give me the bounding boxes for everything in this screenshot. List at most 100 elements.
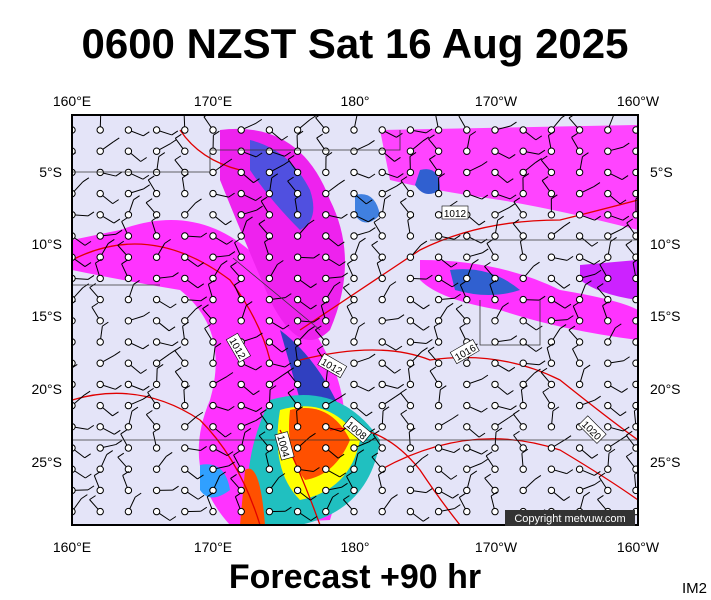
station: [96, 189, 104, 198]
wind-barb-feather: [284, 151, 291, 157]
station: [96, 465, 104, 473]
station: [575, 126, 584, 134]
station: [406, 189, 415, 198]
station: [322, 507, 330, 516]
wind-barb-feather: [622, 142, 630, 148]
station: [237, 444, 245, 452]
station: [632, 423, 638, 431]
wind-barb-feather: [133, 280, 140, 285]
wind-barb-feather: [632, 258, 638, 264]
isobar-label-box: [449, 339, 480, 365]
wind-barb-feather: [228, 251, 236, 256]
station: [463, 401, 471, 410]
station: [378, 359, 386, 367]
station: [293, 211, 302, 219]
wind-barb-feather: [538, 360, 546, 366]
station: [575, 338, 584, 346]
station: [604, 465, 612, 473]
station: [406, 423, 415, 431]
station: [293, 444, 302, 452]
wind-barb-feather: [481, 407, 488, 413]
wind-barb-feather: [121, 259, 128, 265]
station: [322, 126, 330, 134]
station: [209, 295, 217, 304]
station: [181, 232, 189, 240]
station: [463, 253, 471, 261]
wind-barb-feather: [490, 491, 498, 497]
station: [265, 168, 274, 177]
wind-barb-feather: [200, 232, 208, 238]
station: [293, 423, 302, 431]
wind-barb-feather: [395, 345, 403, 351]
wind-barb-feather: [451, 282, 459, 288]
station: [124, 253, 133, 261]
wind-barb-feather: [521, 385, 528, 391]
wind-barb-feather: [230, 474, 237, 479]
wind-barb-feather: [453, 234, 461, 240]
wind-barb-feather: [365, 411, 373, 417]
station: [322, 147, 330, 155]
wind-barb-feather: [63, 346, 69, 350]
wind-barb-feather: [563, 496, 571, 501]
station: [519, 338, 527, 346]
wind-barb-feather: [313, 317, 320, 323]
wind-barb-feather: [283, 160, 290, 166]
station: [237, 147, 245, 155]
station: [378, 211, 386, 219]
station: [124, 486, 133, 495]
wind-barb-feather: [321, 301, 328, 306]
station: [209, 147, 217, 155]
station: [152, 295, 161, 304]
wind-barb-feather: [287, 155, 295, 160]
wind-barb-feather: [622, 426, 630, 432]
station: [575, 274, 584, 283]
wind-barb-feather: [489, 280, 497, 285]
wind-barb-feather: [368, 386, 375, 392]
station: [519, 359, 527, 367]
wind-barb-feather: [423, 325, 430, 331]
lon-label-top: 180°: [341, 93, 370, 109]
station: [322, 380, 330, 389]
wind-barb-feather: [102, 321, 109, 327]
station: [378, 317, 386, 325]
station: [547, 423, 556, 431]
wind-barb-feather: [208, 279, 215, 285]
wind-barb-feather: [469, 131, 477, 136]
wind-barb-feather: [594, 471, 601, 476]
station: [463, 189, 471, 198]
station: [519, 465, 527, 473]
wind-barb-feather: [436, 110, 442, 114]
wind-barb-feather: [169, 349, 176, 355]
wind-barb-feather: [429, 154, 436, 160]
station: [322, 168, 330, 177]
station: [604, 211, 612, 219]
wind-barb-feather: [219, 471, 226, 477]
wind-barb: [72, 362, 73, 364]
station: [152, 338, 161, 346]
station: [604, 486, 612, 495]
station: [406, 338, 415, 346]
wind-barb-feather: [156, 363, 164, 369]
station: [547, 380, 556, 389]
station: [378, 507, 386, 516]
station: [237, 317, 245, 325]
station: [547, 359, 556, 367]
station: [378, 423, 386, 431]
station: [237, 211, 245, 219]
station: [519, 168, 527, 177]
station: [434, 232, 443, 240]
station: [406, 380, 415, 389]
wind-barb-feather: [440, 385, 447, 391]
station: [124, 295, 133, 304]
wind-barb-feather: [428, 134, 435, 140]
station: [434, 486, 443, 495]
station: [293, 507, 302, 516]
wind-barb-feather: [256, 205, 263, 211]
wind-barb-feather: [507, 390, 514, 395]
station: [181, 147, 189, 155]
wind-barb-feather: [368, 173, 376, 179]
wind-barb-feather: [121, 217, 128, 222]
wind-barb-feather: [454, 504, 461, 510]
station: [293, 338, 302, 346]
station: [96, 232, 104, 240]
